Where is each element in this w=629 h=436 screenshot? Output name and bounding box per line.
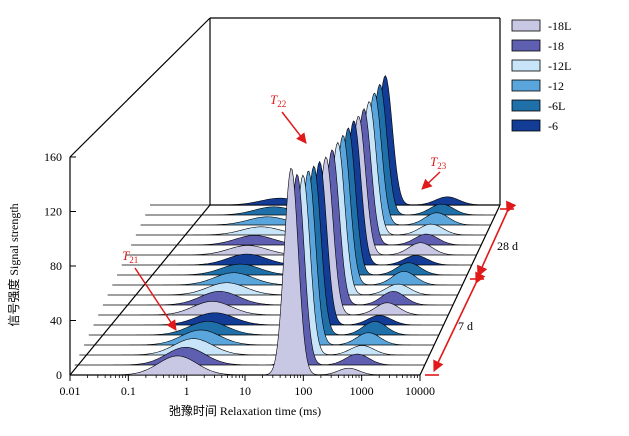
- x-tick-label: 10: [239, 384, 251, 398]
- legend-swatch: [511, 79, 541, 92]
- x-axis-ticks: 0.01 0.1 1 10 100 1000 10000: [60, 375, 435, 398]
- depth-label-7d: 7 d: [458, 319, 473, 333]
- x-tick-label: 10000: [405, 384, 435, 398]
- legend-label: -18L: [548, 19, 571, 33]
- x-tick-label: 1: [184, 384, 190, 398]
- annotation-t22-symbol: T: [270, 92, 278, 107]
- y-tick-label: 120: [44, 205, 62, 219]
- ridge-series-group: [70, 75, 500, 376]
- y-tick-label: 0: [56, 368, 62, 382]
- legend-swatch: [511, 19, 541, 32]
- side-wall-top-edge: [69, 17, 211, 158]
- y-tick-label: 80: [50, 259, 62, 273]
- y-tick-label: 160: [44, 150, 62, 164]
- x-tick-label: 0.01: [60, 384, 81, 398]
- annotation-t21-symbol: T: [122, 248, 130, 263]
- annotation-t22: T22: [270, 92, 307, 144]
- annotation-t22-subscript: 22: [277, 99, 286, 109]
- y-axis-label: 信号强度 Signal strength: [6, 203, 21, 326]
- svg-text:T22: T22: [270, 92, 286, 109]
- side-wall-bottom-edge: [69, 204, 211, 376]
- depth-scale: [425, 200, 517, 376]
- x-tick-label: 100: [294, 384, 312, 398]
- annotation-t23-arrow: [421, 171, 441, 190]
- legend-label: -12: [548, 79, 564, 93]
- legend-swatch: [511, 39, 541, 52]
- depth-bracket-7d: [433, 271, 486, 373]
- annotation-t22-arrow: [281, 111, 307, 144]
- x-axis-label: 弛豫时间 Relaxation time (ms): [169, 404, 321, 418]
- y-axis-ticks: 0 40 80 120 160: [44, 150, 76, 382]
- legend-label: -12L: [548, 59, 571, 73]
- x-tick-label: 1000: [350, 384, 374, 398]
- legend-label: -6: [548, 119, 558, 133]
- depth-bracket-28d: [477, 200, 517, 278]
- legend-swatch: [511, 59, 541, 72]
- legend-swatch: [511, 119, 541, 132]
- annotation-t23-symbol: T: [430, 154, 438, 169]
- annotation-t21-subscript: 21: [129, 255, 138, 265]
- y-tick-label: 40: [50, 314, 62, 328]
- svg-text:T21: T21: [122, 248, 138, 265]
- depth-label-28d: 28 d: [497, 239, 518, 253]
- annotation-t21-arrow: [134, 267, 177, 331]
- x-tick-label: 0.1: [121, 384, 136, 398]
- annotation-t23-subscript: 23: [437, 161, 447, 171]
- legend-label: -18: [548, 39, 564, 53]
- legend-label: -6L: [548, 99, 565, 113]
- annotation-t23: T23: [421, 154, 447, 190]
- legend-swatch: [511, 99, 541, 112]
- svg-text:T23: T23: [430, 154, 447, 171]
- annotation-t21: T21: [122, 248, 177, 331]
- legend: -18L -18 -12L -12 -6L -6: [511, 19, 571, 133]
